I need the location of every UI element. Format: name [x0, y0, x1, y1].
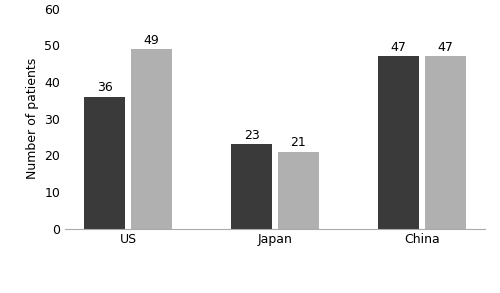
Bar: [84, 97, 125, 229]
Bar: [278, 152, 319, 229]
Text: 49: 49: [144, 34, 160, 47]
Bar: [378, 56, 419, 229]
Text: 47: 47: [438, 41, 454, 54]
Text: 23: 23: [244, 129, 260, 142]
Y-axis label: Number of patients: Number of patients: [26, 58, 38, 179]
Text: 47: 47: [390, 41, 406, 54]
Bar: [131, 49, 172, 229]
Text: 36: 36: [97, 81, 112, 94]
Bar: [231, 144, 272, 229]
Text: 21: 21: [290, 137, 306, 149]
Bar: [425, 56, 466, 229]
Legend: Current practice, Increase of 35%: Current practice, Increase of 35%: [154, 292, 396, 293]
